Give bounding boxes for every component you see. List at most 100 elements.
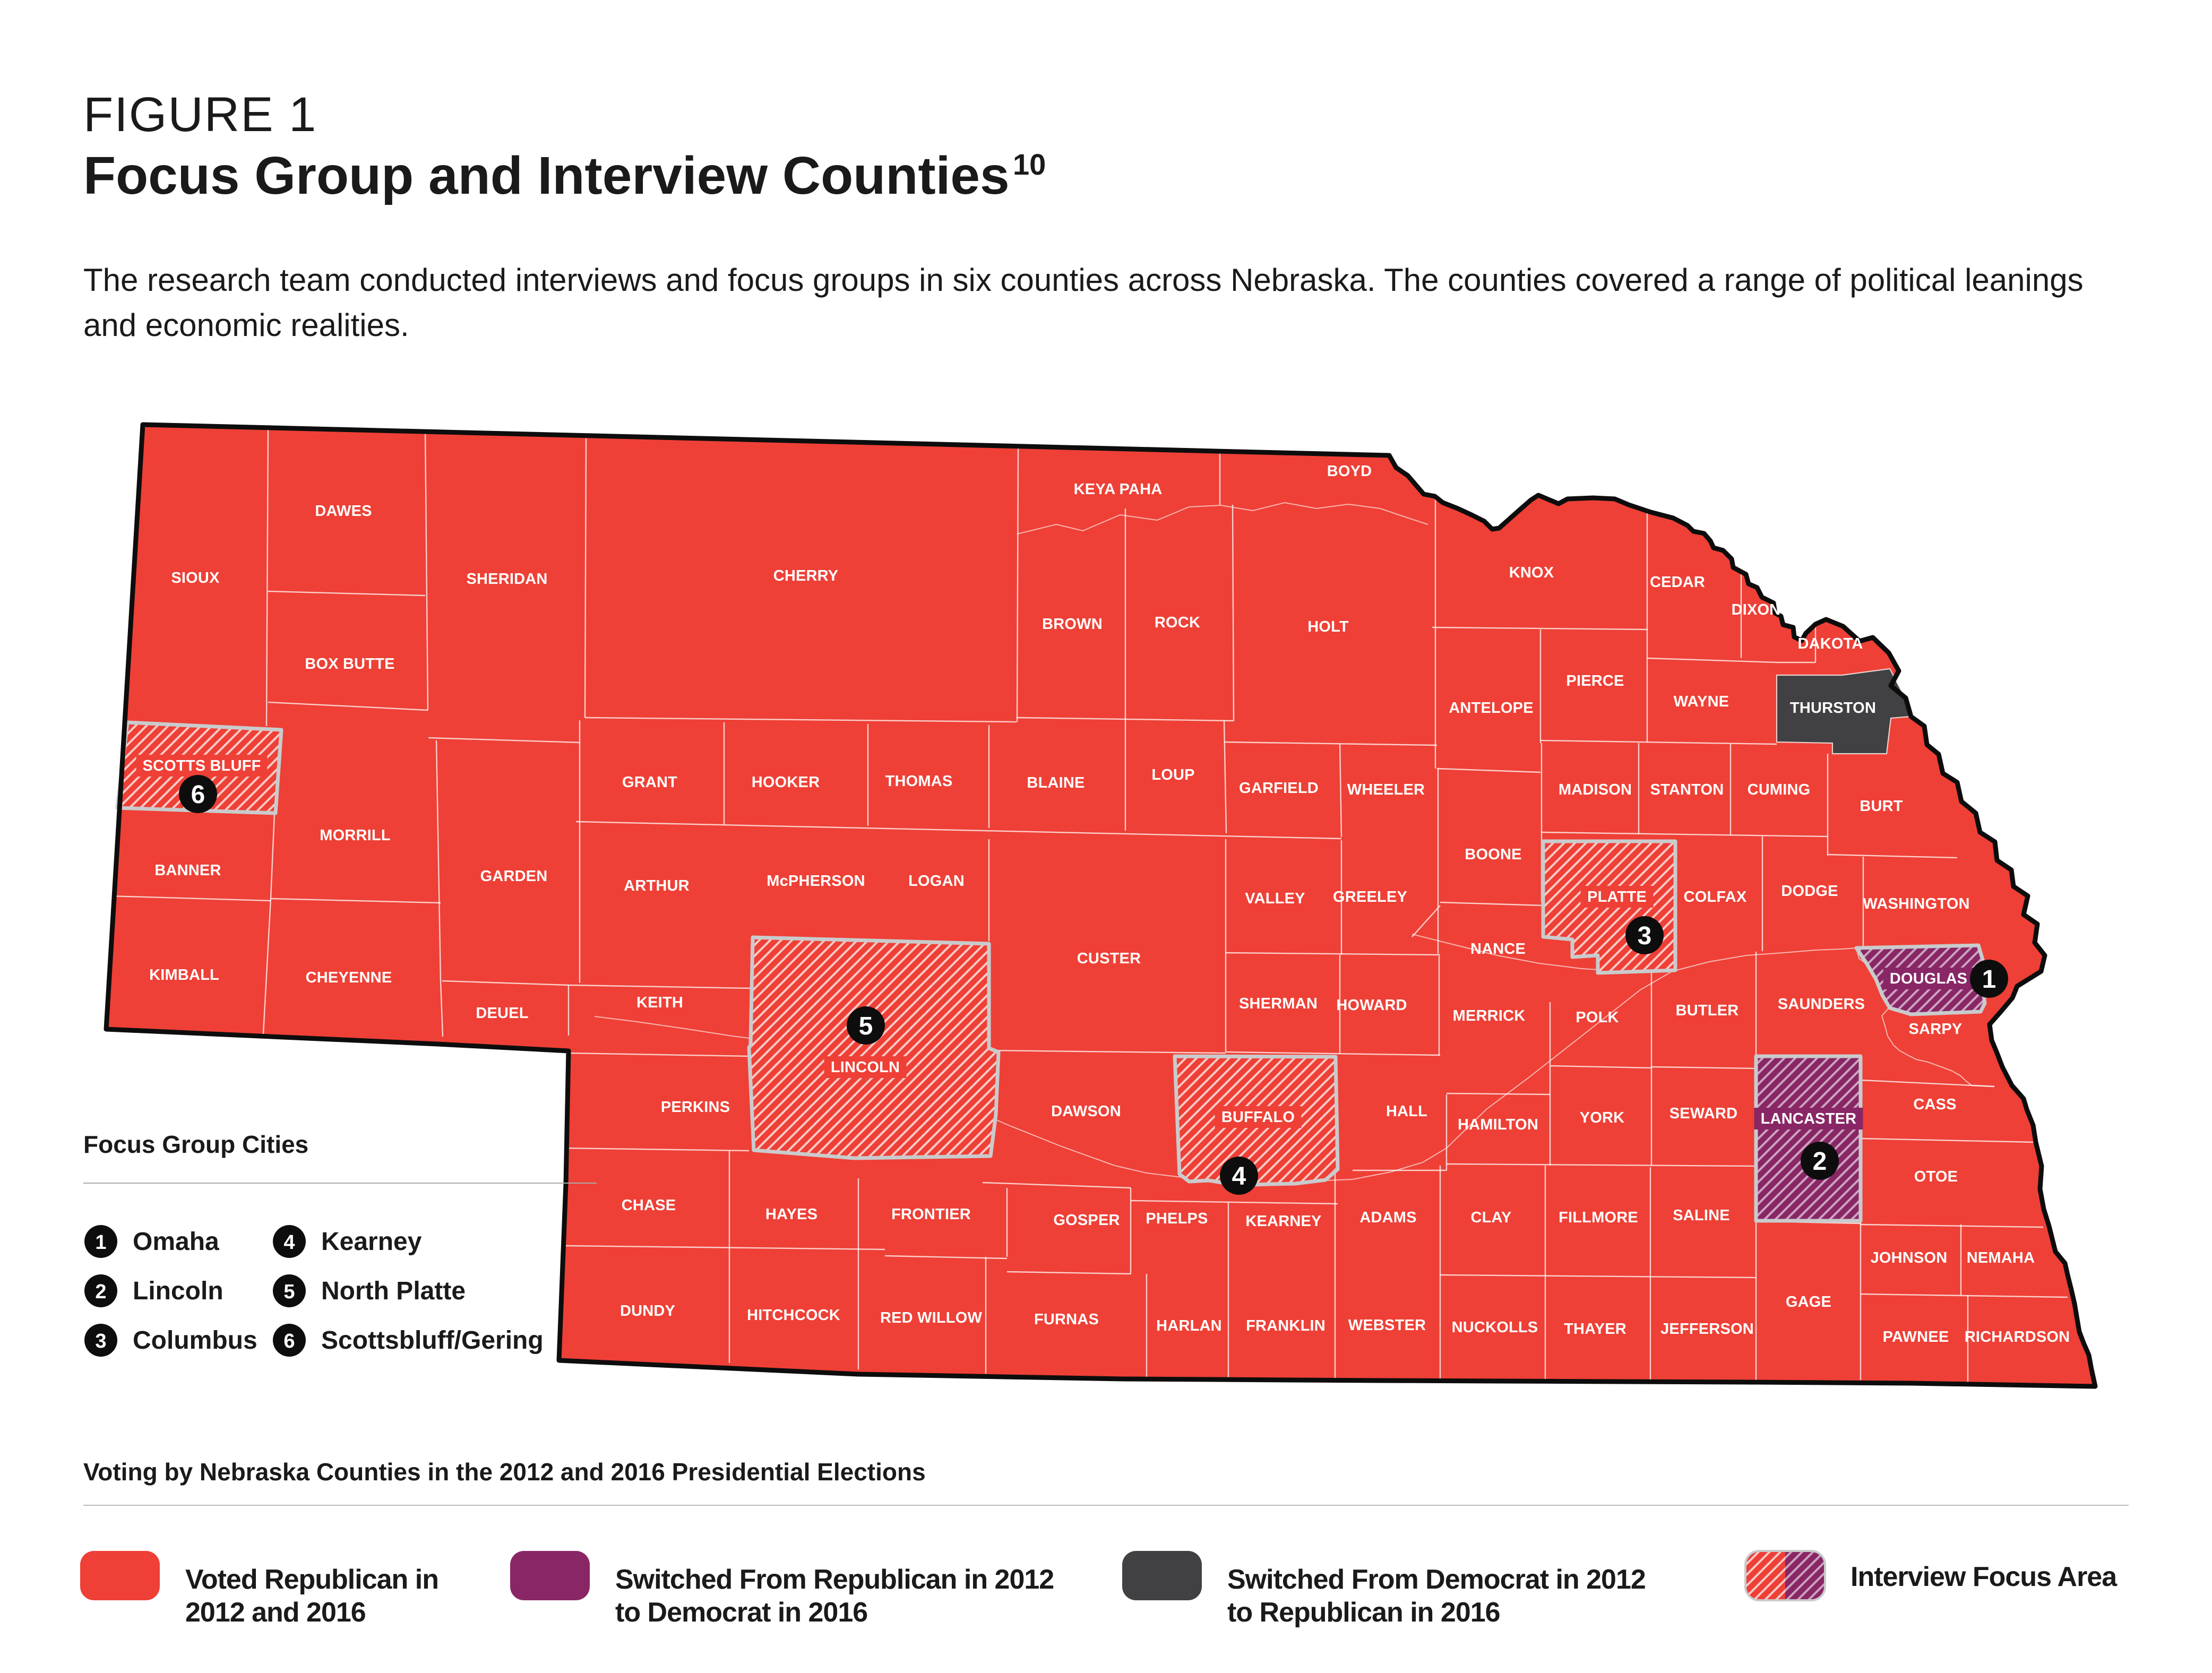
svg-text:NANCE: NANCE bbox=[1470, 941, 1526, 958]
svg-text:and economic realities.: and economic realities. bbox=[83, 307, 409, 343]
svg-text:DOUGLAS: DOUGLAS bbox=[1890, 970, 1967, 987]
svg-text:PHELPS: PHELPS bbox=[1146, 1210, 1208, 1227]
svg-text:LINCOLN: LINCOLN bbox=[831, 1059, 900, 1076]
svg-text:OTOE: OTOE bbox=[1914, 1168, 1958, 1185]
svg-text:5: 5 bbox=[283, 1281, 295, 1303]
svg-text:4: 4 bbox=[283, 1231, 295, 1254]
svg-text:DAWSON: DAWSON bbox=[1051, 1103, 1121, 1120]
svg-text:Kearney: Kearney bbox=[321, 1228, 422, 1256]
svg-text:FIGURE 1: FIGURE 1 bbox=[83, 88, 317, 142]
svg-text:Omaha: Omaha bbox=[133, 1228, 219, 1256]
svg-text:SCOTTS BLUFF: SCOTTS BLUFF bbox=[142, 757, 261, 774]
svg-text:BLAINE: BLAINE bbox=[1027, 774, 1085, 791]
svg-text:LOGAN: LOGAN bbox=[908, 873, 965, 890]
svg-text:FRANKLIN: FRANKLIN bbox=[1246, 1317, 1326, 1334]
svg-text:to Democrat in 2016: to Democrat in 2016 bbox=[615, 1597, 867, 1628]
svg-text:DEUEL: DEUEL bbox=[476, 1005, 528, 1022]
svg-text:ROCK: ROCK bbox=[1155, 614, 1200, 631]
svg-text:10: 10 bbox=[1013, 148, 1046, 181]
svg-text:Columbus: Columbus bbox=[133, 1326, 257, 1355]
svg-text:PLATTE: PLATTE bbox=[1587, 889, 1647, 906]
svg-text:KEARNEY: KEARNEY bbox=[1245, 1213, 1321, 1230]
svg-text:Switched From Republican in 20: Switched From Republican in 2012 bbox=[615, 1564, 1054, 1595]
svg-text:FILLMORE: FILLMORE bbox=[1559, 1209, 1638, 1226]
svg-text:PAWNEE: PAWNEE bbox=[1883, 1329, 1949, 1346]
svg-text:HOLT: HOLT bbox=[1307, 618, 1349, 635]
svg-text:WEBSTER: WEBSTER bbox=[1348, 1317, 1426, 1334]
svg-text:CHERRY: CHERRY bbox=[773, 567, 839, 584]
svg-text:KEYA PAHA: KEYA PAHA bbox=[1074, 481, 1163, 498]
svg-text:HOWARD: HOWARD bbox=[1336, 997, 1407, 1014]
svg-text:LANCASTER: LANCASTER bbox=[1761, 1110, 1857, 1127]
svg-text:BROWN: BROWN bbox=[1042, 616, 1103, 633]
svg-text:NUCKOLLS: NUCKOLLS bbox=[1452, 1319, 1538, 1336]
svg-text:2012 and 2016: 2012 and 2016 bbox=[185, 1597, 366, 1628]
svg-text:WAYNE: WAYNE bbox=[1674, 693, 1729, 710]
svg-text:BOONE: BOONE bbox=[1465, 846, 1521, 863]
svg-text:DIXON: DIXON bbox=[1732, 601, 1781, 618]
svg-text:SAUNDERS: SAUNDERS bbox=[1778, 996, 1865, 1013]
svg-text:GARDEN: GARDEN bbox=[480, 868, 548, 885]
svg-text:Interview Focus Area: Interview Focus Area bbox=[1850, 1562, 2118, 1592]
svg-text:THOMAS: THOMAS bbox=[885, 773, 953, 790]
svg-text:THAYER: THAYER bbox=[1564, 1321, 1626, 1338]
svg-text:BOYD: BOYD bbox=[1327, 463, 1372, 480]
svg-text:POLK: POLK bbox=[1576, 1009, 1619, 1026]
svg-text:SALINE: SALINE bbox=[1673, 1207, 1730, 1224]
svg-text:HARLAN: HARLAN bbox=[1156, 1317, 1222, 1334]
svg-text:CHASE: CHASE bbox=[622, 1197, 676, 1214]
svg-text:5: 5 bbox=[859, 1012, 873, 1040]
svg-text:2: 2 bbox=[1813, 1148, 1827, 1176]
svg-text:3: 3 bbox=[95, 1330, 106, 1352]
svg-text:BUFFALO: BUFFALO bbox=[1221, 1109, 1295, 1126]
svg-text:HAYES: HAYES bbox=[765, 1206, 817, 1223]
svg-text:SARPY: SARPY bbox=[1909, 1021, 1963, 1038]
svg-text:6: 6 bbox=[191, 781, 205, 809]
svg-text:SEWARD: SEWARD bbox=[1669, 1105, 1738, 1122]
svg-text:McPHERSON: McPHERSON bbox=[767, 873, 865, 890]
svg-text:BANNER: BANNER bbox=[154, 862, 221, 879]
svg-text:to Republican in 2016: to Republican in 2016 bbox=[1227, 1597, 1500, 1628]
svg-text:PERKINS: PERKINS bbox=[661, 1099, 730, 1116]
svg-text:HOOKER: HOOKER bbox=[752, 774, 820, 791]
svg-text:Voted Republican in: Voted Republican in bbox=[185, 1564, 438, 1595]
svg-text:COLFAX: COLFAX bbox=[1684, 889, 1747, 906]
svg-text:Voting by Nebraska Counties in: Voting by Nebraska Counties in the 2012 … bbox=[83, 1458, 926, 1486]
svg-text:1: 1 bbox=[95, 1231, 106, 1254]
svg-text:RED WILLOW: RED WILLOW bbox=[880, 1309, 983, 1326]
svg-text:PIERCE: PIERCE bbox=[1566, 672, 1624, 689]
svg-text:KIMBALL: KIMBALL bbox=[149, 967, 219, 984]
svg-text:North Platte: North Platte bbox=[321, 1277, 466, 1305]
svg-text:ANTELOPE: ANTELOPE bbox=[1449, 700, 1534, 717]
svg-text:Lincoln: Lincoln bbox=[133, 1277, 223, 1305]
svg-text:CHEYENNE: CHEYENNE bbox=[306, 969, 392, 986]
svg-text:3: 3 bbox=[1638, 922, 1652, 950]
svg-text:JEFFERSON: JEFFERSON bbox=[1660, 1321, 1754, 1338]
svg-text:MORRILL: MORRILL bbox=[320, 827, 391, 844]
svg-text:GREELEY: GREELEY bbox=[1333, 889, 1407, 906]
svg-text:CLAY: CLAY bbox=[1470, 1209, 1511, 1226]
svg-text:MERRICK: MERRICK bbox=[1453, 1007, 1526, 1024]
svg-text:WASHINGTON: WASHINGTON bbox=[1863, 895, 1969, 912]
svg-text:CUMING: CUMING bbox=[1748, 781, 1811, 798]
svg-text:KNOX: KNOX bbox=[1509, 564, 1554, 581]
svg-text:The research team conducted in: The research team conducted interviews a… bbox=[83, 262, 2084, 298]
svg-text:GAGE: GAGE bbox=[1786, 1293, 1831, 1310]
svg-text:DODGE: DODGE bbox=[1781, 883, 1838, 900]
svg-text:STANTON: STANTON bbox=[1650, 781, 1724, 798]
svg-text:GARFIELD: GARFIELD bbox=[1239, 780, 1319, 797]
svg-text:2: 2 bbox=[95, 1281, 106, 1303]
svg-text:RICHARDSON: RICHARDSON bbox=[1965, 1329, 2070, 1346]
svg-text:LOUP: LOUP bbox=[1151, 766, 1194, 783]
svg-text:JOHNSON: JOHNSON bbox=[1871, 1249, 1948, 1266]
svg-text:GOSPER: GOSPER bbox=[1053, 1212, 1120, 1229]
svg-text:CUSTER: CUSTER bbox=[1077, 950, 1141, 967]
svg-text:DAWES: DAWES bbox=[315, 503, 372, 520]
svg-text:Focus Group Cities: Focus Group Cities bbox=[83, 1131, 308, 1158]
svg-text:WHEELER: WHEELER bbox=[1347, 781, 1425, 798]
svg-text:THURSTON: THURSTON bbox=[1790, 700, 1876, 717]
svg-text:1: 1 bbox=[1982, 965, 1996, 994]
svg-text:4: 4 bbox=[1232, 1162, 1246, 1191]
svg-text:Switched From Democrat in 2012: Switched From Democrat in 2012 bbox=[1227, 1564, 1646, 1595]
svg-text:CASS: CASS bbox=[1913, 1096, 1956, 1113]
